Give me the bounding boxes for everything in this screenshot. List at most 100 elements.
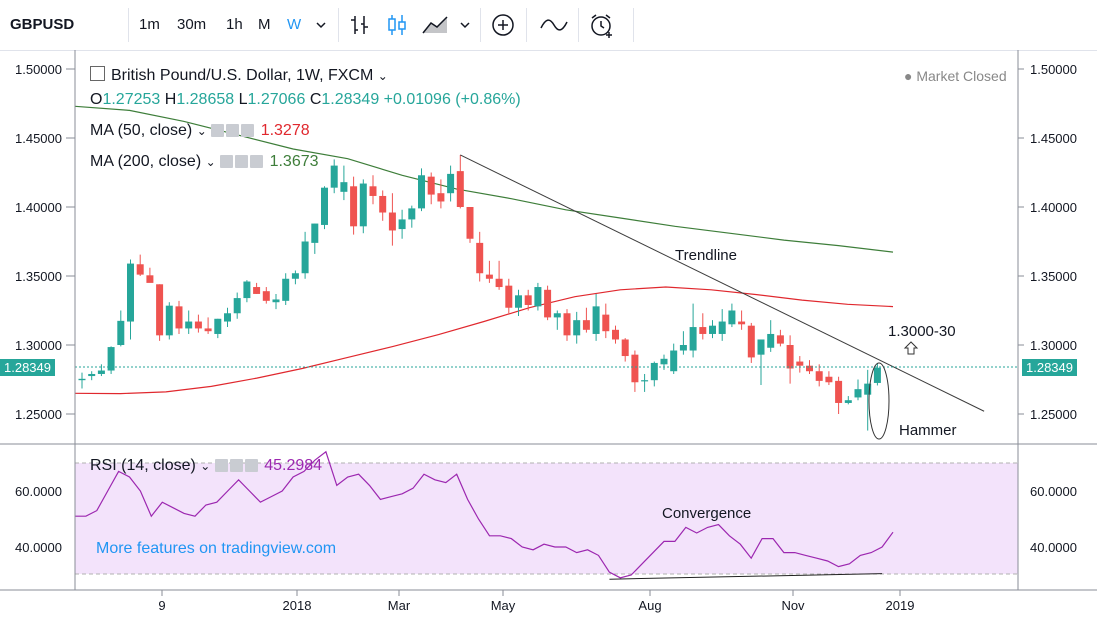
candle-body: [854, 389, 862, 398]
time-tick-label: Aug: [638, 598, 661, 613]
open-label: O: [90, 91, 103, 108]
candle-body: [175, 306, 183, 329]
collapse-icon[interactable]: [90, 66, 105, 81]
candle-body: [650, 362, 658, 381]
rsi-buttons: [214, 457, 260, 475]
candles-icon[interactable]: [384, 13, 410, 37]
eye-icon[interactable]: [220, 155, 234, 169]
high-label: H: [164, 91, 177, 108]
low-label: L: [238, 91, 248, 108]
price-tick-right: 1.45000: [1030, 131, 1077, 146]
gear-icon[interactable]: [226, 124, 240, 138]
promo-link[interactable]: More features on tradingview.com: [96, 540, 336, 557]
gear-icon[interactable]: [229, 459, 243, 473]
candle-body: [524, 295, 532, 305]
close-icon[interactable]: [250, 155, 264, 169]
area-chart-icon[interactable]: [420, 13, 452, 37]
add-indicator-icon[interactable]: [490, 13, 516, 37]
arrow-up-icon: [903, 341, 919, 355]
candle-body: [185, 321, 193, 329]
gear-icon[interactable]: [235, 155, 249, 169]
candle-body: [146, 275, 154, 283]
eye-icon[interactable]: [214, 459, 228, 473]
price-tick-left: 1.30000: [15, 338, 62, 353]
price-tick-left: 1.40000: [15, 200, 62, 215]
trendline-layer: [460, 154, 985, 412]
candle-body: [505, 285, 513, 308]
bar-chart-icon[interactable]: [348, 13, 374, 37]
ma200-label[interactable]: MA (200, close): [90, 153, 202, 171]
candle-body: [359, 183, 367, 227]
candle-body: [582, 320, 590, 330]
candle-body: [408, 208, 416, 220]
close-icon[interactable]: [241, 124, 255, 138]
interval-1m[interactable]: 1m: [139, 16, 160, 33]
chevron-down-icon[interactable]: ⌄: [200, 459, 211, 474]
candle-body: [253, 287, 261, 294]
candle-body: [825, 376, 833, 383]
candle-body: [117, 320, 125, 345]
candle-body: [233, 298, 241, 314]
rsi-tick-right: 40.0000: [1030, 540, 1077, 555]
candle-body: [563, 313, 571, 336]
candle-body: [447, 173, 455, 194]
price-tick-left: 1.45000: [15, 131, 62, 146]
candle-body: [544, 289, 552, 318]
symbol-search[interactable]: GBPUSD: [10, 16, 75, 33]
change-value: +0.01096 (+0.86%): [383, 91, 521, 108]
status-dot-icon: ●: [904, 68, 913, 84]
toolbar-divider: [526, 8, 527, 42]
target-label: 1.3000-30: [888, 323, 956, 340]
chevron-down-icon[interactable]: ⌄: [377, 69, 388, 83]
toolbar-divider: [633, 8, 634, 42]
interval-30m[interactable]: 30m: [177, 16, 207, 33]
candle-body: [534, 287, 542, 307]
ma200-buttons: [220, 153, 265, 171]
candle-body: [641, 380, 649, 382]
candle-body: [670, 350, 678, 372]
close-icon[interactable]: [244, 459, 258, 473]
low-value: 1.27066: [247, 91, 306, 108]
chevron-down-icon[interactable]: [314, 13, 328, 37]
chevron-down-icon[interactable]: ⌄: [205, 155, 216, 170]
candle-body: [214, 318, 222, 334]
convergence-label: Convergence: [662, 505, 751, 522]
candle-body: [427, 176, 435, 195]
annotations: Trendline 1.3000-30 Hammer Convergence M…: [96, 247, 957, 557]
candle-body: [660, 358, 668, 365]
candle-body: [873, 367, 881, 383]
chevron-down-icon[interactable]: [458, 13, 472, 37]
trendline-label: Trendline: [675, 247, 737, 264]
time-tick-label: May: [491, 598, 516, 613]
candle-body: [485, 274, 493, 279]
time-tick-label: Nov: [781, 598, 805, 613]
ma50-label[interactable]: MA (50, close): [90, 122, 193, 140]
candle-body: [369, 186, 377, 196]
candle-body: [553, 313, 561, 318]
chevron-down-icon[interactable]: ⌄: [196, 124, 207, 139]
market-status: ● Market Closed: [904, 68, 1007, 84]
candle-body: [301, 241, 309, 274]
candle-body: [88, 373, 96, 377]
time-tick-label: 9: [158, 598, 165, 613]
eye-icon[interactable]: [211, 124, 225, 138]
candle-body: [97, 370, 105, 374]
chart-title-row: British Pound/U.S. Dollar, 1W, FXCM ⌄: [90, 66, 388, 85]
candle-body: [224, 313, 231, 322]
interval-1h[interactable]: 1h: [226, 16, 243, 33]
candle-body: [437, 193, 445, 202]
price-chart[interactable]: 1.50000 1.50000 1.45000 1.45000 1.40000 1.400…: [0, 50, 1097, 620]
ohlc-row: O1.27253 H1.28658 L1.27066 C1.28349 +0.0…: [90, 91, 521, 109]
candle-body: [340, 182, 348, 192]
rsi-legend: RSI (14, close) ⌄ 45.2984: [90, 457, 322, 475]
rsi-label[interactable]: RSI (14, close): [90, 457, 196, 475]
interval-w[interactable]: W: [287, 16, 302, 33]
alert-clock-icon[interactable]: [588, 13, 616, 39]
ma50-layer: [75, 286, 894, 395]
hammer-label: Hammer: [899, 422, 957, 439]
candle-body: [767, 333, 775, 348]
trendline: [460, 154, 985, 412]
compare-icon[interactable]: [538, 13, 570, 37]
candle-body: [282, 278, 290, 301]
interval-m[interactable]: M: [258, 16, 271, 33]
